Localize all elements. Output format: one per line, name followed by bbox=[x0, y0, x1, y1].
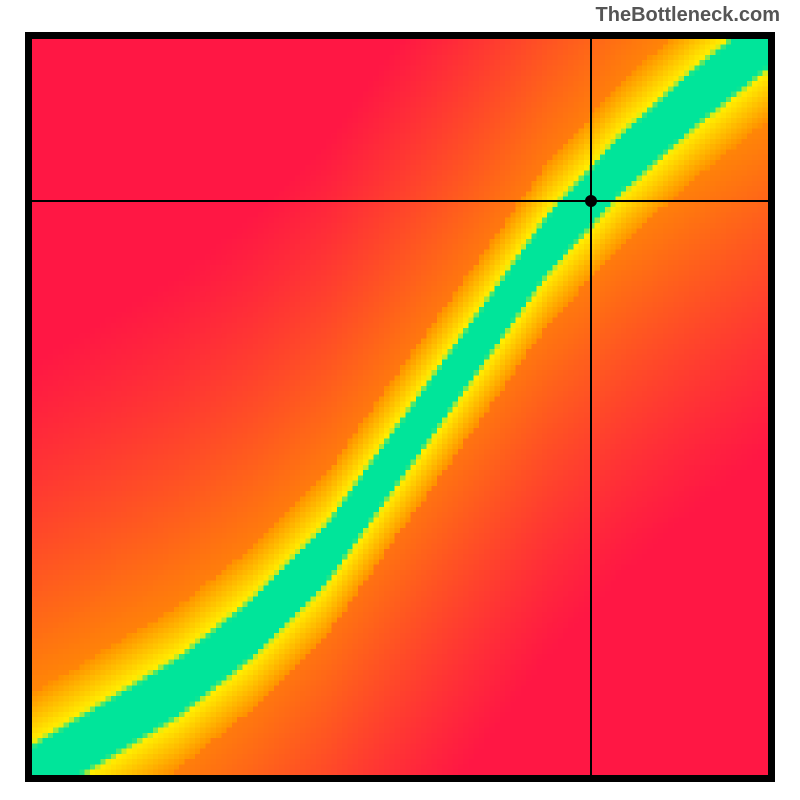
plot-border bbox=[25, 32, 775, 782]
crosshair-marker bbox=[585, 195, 597, 207]
attribution-text: TheBottleneck.com bbox=[596, 4, 780, 27]
chart-container: TheBottleneck.com bbox=[0, 0, 800, 800]
crosshair-vertical bbox=[590, 39, 592, 775]
crosshair-horizontal bbox=[32, 200, 768, 202]
